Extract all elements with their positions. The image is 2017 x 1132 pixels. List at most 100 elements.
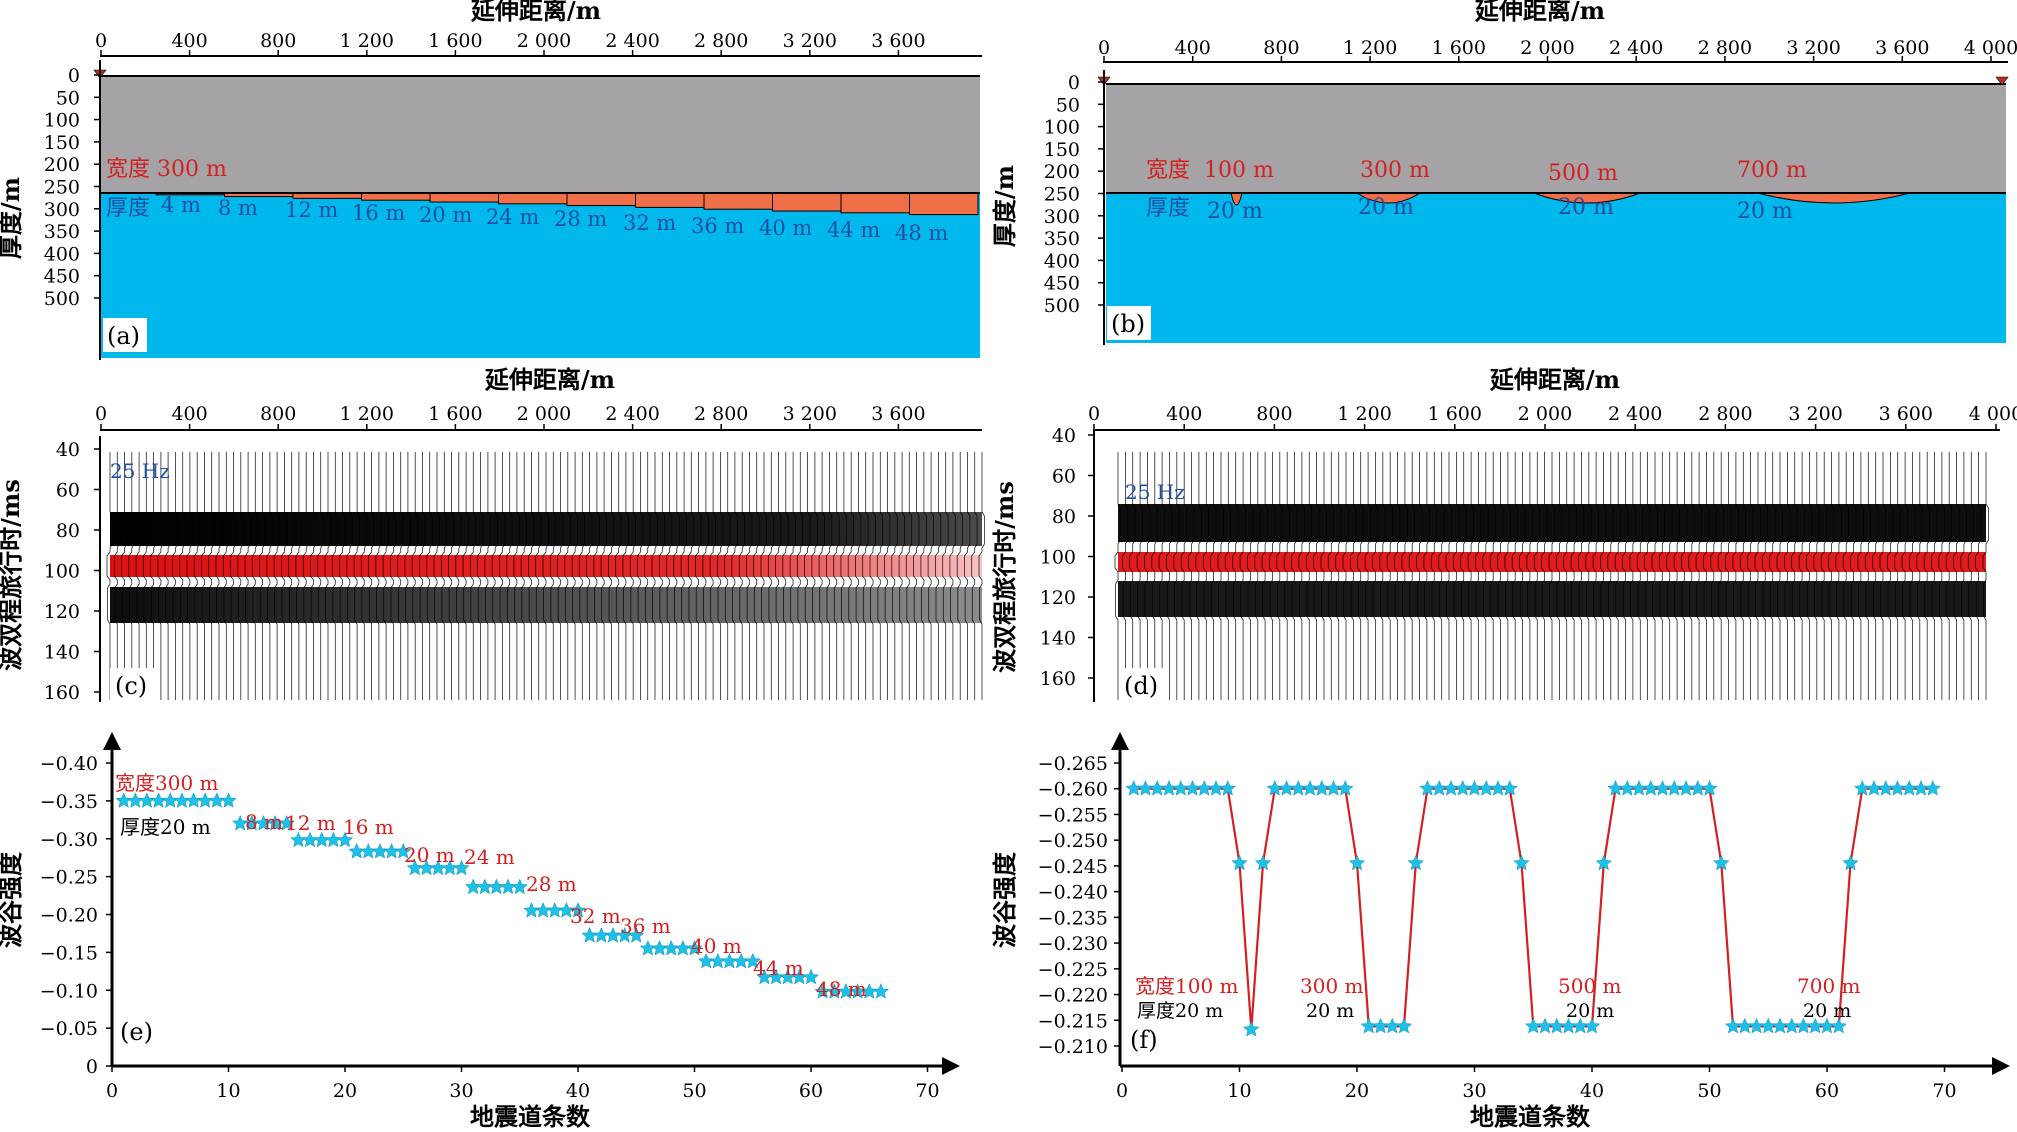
y-tick-label: 300 <box>44 199 80 221</box>
seismic-trace <box>244 451 251 700</box>
data-point-star <box>1748 1017 1765 1034</box>
panel-b: 延伸距离/m 0 400 800 1 200 1 600 2 000 2 400 2 800 3… <box>990 0 2017 345</box>
x-tick-label: 3 600 <box>1879 403 1933 425</box>
panel-d-ylabel: 波双程旅行时/ms <box>990 481 1019 673</box>
thick-label: 28 m <box>554 207 607 231</box>
seismic-trace <box>811 451 818 700</box>
seismic-trace <box>346 452 353 700</box>
seismic-trace <box>353 451 360 700</box>
seismic-trace <box>1813 451 1820 700</box>
x-tick-label: 1 200 <box>1337 403 1391 425</box>
x-tick-label: 400 <box>1166 403 1202 425</box>
thick-label: 36 m <box>620 914 671 938</box>
y-tick-label: −0.35 <box>40 791 98 813</box>
data-point-star <box>1254 854 1272 871</box>
seismic-trace <box>1445 451 1452 700</box>
seismic-trace <box>390 452 397 700</box>
panel-f-label: (f) <box>1130 1026 1158 1054</box>
seismic-trace <box>1423 451 1430 700</box>
data-point-star <box>546 902 563 918</box>
x-tick-label: 2 400 <box>605 30 659 52</box>
thick-label: 48 m <box>895 221 948 245</box>
x-tick-label: 400 <box>171 30 207 52</box>
y-tick-label: 120 <box>44 601 80 623</box>
x-tick-label: 4 000 <box>1969 403 2017 425</box>
data-point-star <box>115 792 132 808</box>
seismic-trace <box>1761 451 1769 700</box>
seismic-trace <box>571 451 578 700</box>
x-tick-label: 2 000 <box>1518 403 1572 425</box>
data-point-star <box>802 968 820 985</box>
y-tick-label: −0.240 <box>1038 882 1108 904</box>
seismic-trace <box>1357 451 1364 700</box>
data-point-star <box>1395 1017 1413 1034</box>
seismic-trace <box>1835 451 1842 700</box>
x-tick-label: 0 <box>106 1080 118 1102</box>
seismic-trace <box>1195 451 1202 700</box>
seismic-trace <box>1180 452 1187 700</box>
seismic-trace <box>1938 451 1945 700</box>
seismic-trace <box>1828 451 1835 700</box>
seismic-trace <box>1857 451 1864 700</box>
seismic-trace <box>164 451 171 700</box>
seismic-trace <box>891 452 898 700</box>
y-tick-label: 100 <box>1040 547 1076 569</box>
seismic-trace <box>1217 451 1224 700</box>
lens-thick-label: 20 m <box>1358 195 1414 220</box>
y-tick-label: −0.25 <box>40 867 98 889</box>
panel-c-ylabel: 波双程旅行时/ms <box>0 479 25 671</box>
lens <box>1533 192 1641 204</box>
wedge-segment <box>361 192 431 201</box>
seismic-trace <box>949 451 956 700</box>
seismic-trace <box>913 452 920 700</box>
receiver-marker-icon <box>1995 76 2009 86</box>
panel-e-label: (e) <box>120 1018 153 1046</box>
seismic-trace <box>1408 451 1415 700</box>
seismic-trace <box>1651 451 1658 700</box>
seismic-trace <box>186 451 193 700</box>
seismic-trace <box>1232 451 1239 700</box>
seismic-trace <box>201 451 208 700</box>
seismic-trace <box>1967 451 1975 700</box>
x-tick-label: 30 <box>449 1080 473 1102</box>
seismic-trace <box>884 451 891 700</box>
x-tick-label: 400 <box>1175 37 1211 59</box>
wedge-segment <box>429 192 499 203</box>
y-tick-label: −0.235 <box>1038 907 1108 929</box>
seismic-trace <box>157 451 164 700</box>
x-tick-label: 0 <box>95 30 107 52</box>
y-tick-label: 400 <box>1044 250 1080 272</box>
data-point-star <box>1677 780 1695 796</box>
seismic-trace <box>477 452 484 700</box>
data-point-star <box>1360 1017 1378 1034</box>
seismic-trace <box>1894 451 1901 700</box>
x-tick-label: 1 200 <box>340 30 394 52</box>
seismic-trace <box>1254 451 1261 700</box>
x-tick-label: 4 000 <box>1964 37 2017 59</box>
x-tick-label: 800 <box>1256 403 1292 425</box>
thick-label: 24 m <box>464 845 515 869</box>
seismic-trace <box>964 451 971 700</box>
seismic-trace <box>411 452 418 700</box>
seismic-trace <box>695 452 702 700</box>
seismic-trace <box>1122 451 1129 700</box>
y-tick-label: −0.10 <box>40 980 98 1002</box>
x-tick-label: 50 <box>682 1080 706 1102</box>
seismic-trace <box>746 451 753 700</box>
y-tick-label: −0.265 <box>1038 753 1108 775</box>
seismic-trace <box>724 451 731 700</box>
x-tick-label: 60 <box>799 1080 823 1102</box>
seismic-trace <box>1931 451 1938 700</box>
seismic-trace <box>310 451 317 700</box>
x-tick-label: 3 200 <box>1786 37 1840 59</box>
data-point-star <box>394 842 412 859</box>
seismic-trace <box>1982 452 1989 700</box>
seismic-trace <box>1592 451 1599 700</box>
thick-label: 48 m <box>816 977 867 1001</box>
water-layer <box>101 193 980 358</box>
seismic-trace <box>535 451 542 700</box>
x-tick-label: 800 <box>1263 37 1299 59</box>
data-point-star <box>604 927 622 943</box>
seismic-trace <box>1732 452 1739 700</box>
